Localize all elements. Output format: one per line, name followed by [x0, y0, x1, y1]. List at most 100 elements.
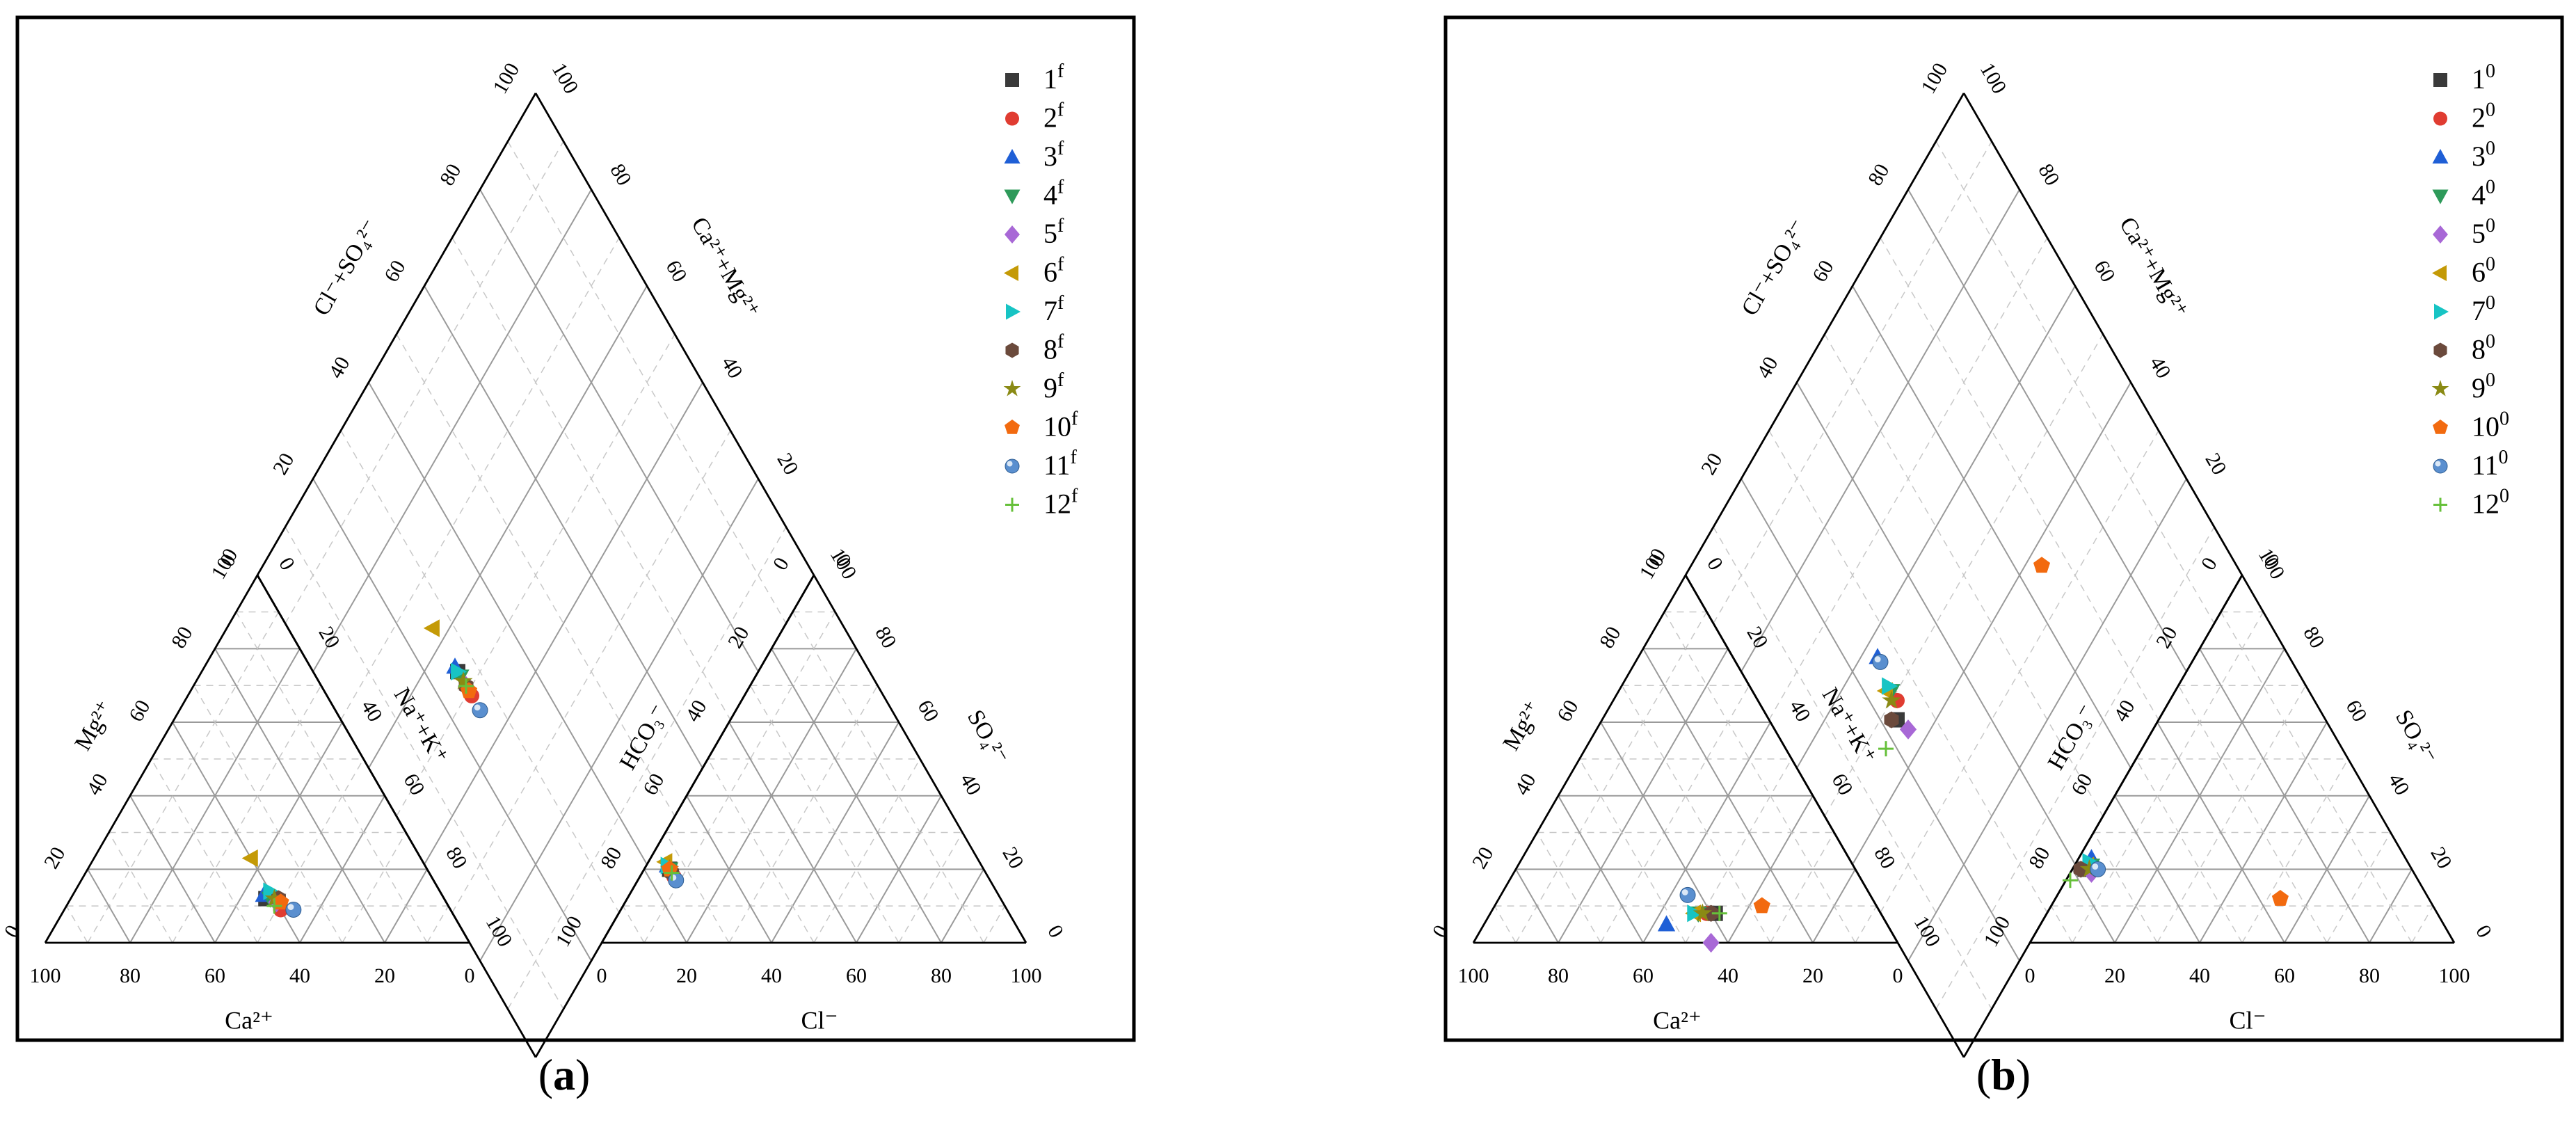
cation-grid-line — [65, 905, 88, 943]
diamond-right-tick-label: 20 — [772, 449, 803, 479]
nak-tick-label: 80 — [1869, 843, 1900, 872]
legend-label-5: 50 — [2472, 215, 2495, 249]
anion-grid-line — [643, 612, 836, 943]
caption-a: (a) — [538, 1050, 591, 1099]
legend-marker-6 — [2432, 265, 2447, 281]
legend-marker-5 — [2433, 225, 2448, 244]
legend: 1f 2f 3f 4f 5f 6f 7f 8f 9f 10f 11f 12f — [1003, 61, 1078, 520]
diamond-grid-line — [396, 333, 675, 817]
diamond-point-7 — [451, 662, 467, 680]
diamond-grid-line — [1796, 382, 2076, 865]
cl-tick-label: 0 — [2025, 964, 2035, 987]
cation-point-7 — [1687, 904, 1704, 923]
diamond-grid-line — [424, 382, 703, 865]
legend-marker-11 — [2433, 459, 2448, 474]
anion-grid-line — [2072, 612, 2264, 943]
legend-label-9: 90 — [2472, 369, 2495, 404]
diamond-point-7 — [1882, 677, 1898, 695]
anion-grid-line — [771, 648, 942, 943]
legend-label-9: 9f — [1043, 369, 1064, 404]
legend-marker-12 — [1005, 497, 1019, 512]
hco3-tick-label: 0 — [2197, 554, 2222, 574]
diamond-edge — [534, 575, 815, 1058]
anion-grid-line — [2241, 758, 2349, 943]
cation-grid-line — [129, 795, 216, 943]
legend-marker-9 — [2431, 380, 2449, 397]
hco3-tick-label: 0 — [769, 554, 794, 574]
diamond-grid-line — [479, 478, 759, 962]
legend-marker-8 — [2433, 342, 2447, 358]
hco3-tick-label: 100 — [551, 912, 586, 950]
legend-marker-12 — [2433, 497, 2447, 512]
diamond-point-11 — [472, 702, 488, 719]
anion-grid-line — [898, 832, 963, 943]
cation-point-5 — [1702, 932, 1720, 953]
cation-grid-line — [1578, 758, 1686, 943]
legend-label-4: 4f — [1043, 177, 1064, 211]
anion-point-12 — [664, 865, 680, 881]
caption-b: (b) — [1976, 1050, 2031, 1099]
diamond-left-tick-label: 80 — [435, 160, 466, 189]
legend-label-11: 11f — [1043, 447, 1078, 481]
cl-tick-label: 80 — [931, 964, 952, 987]
ca-tick-label: 60 — [1633, 964, 1654, 987]
diamond-grid-line — [451, 430, 731, 914]
diamond-right-tick-label: 60 — [2089, 256, 2120, 285]
cation-point-9 — [1693, 903, 1712, 922]
diamond-left-tick-label: 20 — [269, 449, 299, 479]
so4-tick-label: 80 — [2298, 623, 2329, 652]
cation-point-12 — [1711, 905, 1727, 921]
anion-edge — [813, 575, 1027, 943]
diamond-right-tick-label: 100 — [1976, 59, 2011, 97]
diamond-point-8 — [1884, 711, 1899, 728]
legend-label-7: 70 — [2472, 292, 2495, 326]
legend-marker-8 — [1005, 342, 1019, 358]
diamond-right-axis-label: Ca²⁺+Mg²⁺ — [2114, 213, 2192, 322]
diamond-grid-line — [1935, 527, 2215, 1010]
anion-grid-line — [728, 685, 879, 943]
mg-tick-label: 40 — [82, 770, 113, 799]
nak-tick-label: 0 — [1702, 554, 1727, 574]
mg-tick-label: 80 — [1595, 623, 1626, 652]
diamond-edge — [1684, 575, 1965, 1058]
diamond-grid-line — [1935, 141, 2215, 624]
legend-label-1: 1f — [1043, 61, 1064, 95]
cation-point-10 — [1753, 897, 1770, 914]
cation-triangle — [44, 575, 471, 944]
diamond-left-tick-label: 20 — [1697, 449, 1727, 479]
mg-axis-label: Mg²⁺ — [1498, 696, 1547, 755]
cation-grid-line — [87, 868, 131, 943]
ca-axis-label: Ca²⁺ — [1653, 1006, 1702, 1034]
nak-axis-label: Na⁺+K⁺ — [389, 683, 453, 768]
diamond-grid-line — [451, 237, 731, 720]
ca-tick-label: 100 — [1458, 964, 1489, 987]
ca-tick-label: 40 — [289, 964, 310, 987]
diamond-grid-line — [1880, 430, 2159, 914]
diamond — [256, 93, 815, 1058]
diamond-right-tick-label: 60 — [661, 256, 691, 285]
legend-marker-4 — [1004, 189, 1021, 205]
cation-point-6 — [241, 849, 258, 868]
cation-edge — [1472, 575, 1687, 943]
ca-tick-label: 100 — [30, 964, 61, 987]
legend-label-2: 20 — [2472, 99, 2495, 134]
ca-tick-label: 0 — [1893, 964, 1903, 987]
diamond-left-tick-label: 40 — [1752, 353, 1783, 382]
cation-grid-line — [108, 832, 173, 943]
diamond-left-tick-label: 60 — [380, 256, 410, 285]
anion-point-10 — [2271, 889, 2289, 906]
diamond-edge — [1962, 575, 2243, 1058]
anion-grid-line — [749, 685, 899, 943]
hco3-tick-label: 80 — [596, 843, 627, 872]
diamond-left-tick-label: 40 — [324, 353, 355, 382]
legend-label-8: 8f — [1043, 331, 1064, 365]
diamond — [1684, 93, 2243, 1058]
diamond-point-12 — [458, 678, 474, 694]
cl-tick-label: 100 — [2439, 964, 2470, 987]
so4-tick-label: 40 — [2383, 770, 2414, 799]
diamond-left-tick-label: 80 — [1864, 160, 1894, 189]
cl-tick-label: 60 — [2274, 964, 2295, 987]
diamond-point-11 — [1872, 653, 1889, 670]
legend: 10 20 30 40 50 60 70 80 90 100 110 120 — [2431, 61, 2509, 520]
anion-grid-line — [813, 758, 921, 943]
